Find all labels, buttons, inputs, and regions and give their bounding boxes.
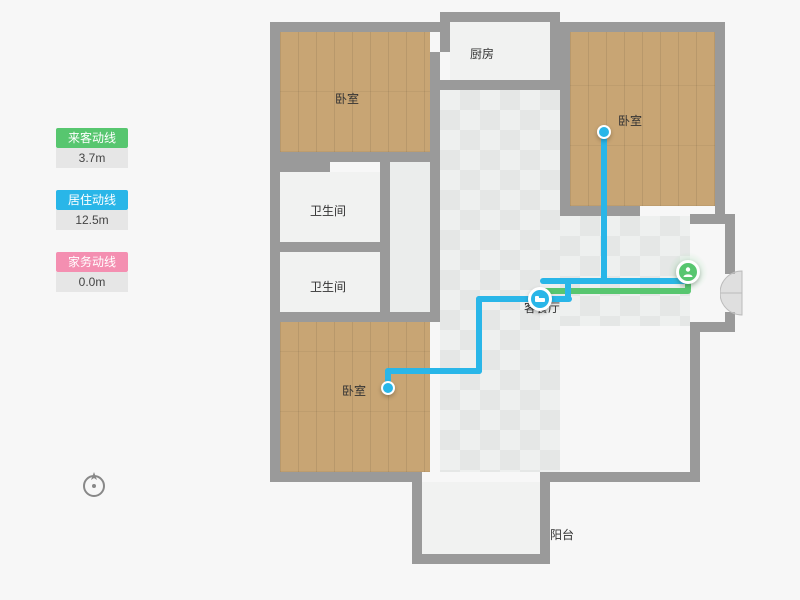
wall <box>690 322 735 332</box>
wall <box>430 52 440 322</box>
wall <box>540 472 550 564</box>
legend-item-house: 家务动线 0.0m <box>56 252 128 292</box>
wall <box>380 162 390 252</box>
room-label-bedroom-nw: 卧室 <box>335 90 359 107</box>
legend-item-living: 居住动线 12.5m <box>56 190 128 230</box>
wall <box>280 312 440 322</box>
wall <box>725 214 735 274</box>
room-corridor-1 <box>390 162 430 322</box>
entry-door-icon <box>720 270 760 316</box>
wall <box>540 472 700 482</box>
legend: 来客动线 3.7m 居住动线 12.5m 家务动线 0.0m <box>56 128 128 314</box>
bedroom-node-icon <box>597 125 611 139</box>
wall <box>280 162 330 172</box>
wall <box>270 22 440 32</box>
legend-value-house: 0.0m <box>56 272 128 292</box>
wall <box>440 12 450 52</box>
wall <box>430 80 560 90</box>
room-living <box>440 90 560 472</box>
legend-item-guest: 来客动线 3.7m <box>56 128 128 168</box>
wall <box>560 22 715 32</box>
legend-label-house: 家务动线 <box>56 252 128 272</box>
wall <box>270 22 280 482</box>
legend-label-living: 居住动线 <box>56 190 128 210</box>
bedroom-node-icon <box>381 381 395 395</box>
room-balcony <box>422 482 540 554</box>
room-kitchen <box>450 22 550 80</box>
room-label-kitchen: 厨房 <box>470 45 494 62</box>
room-label-bedroom-sw: 卧室 <box>342 382 366 399</box>
wall <box>412 482 422 564</box>
wall <box>560 206 640 216</box>
wall <box>715 22 725 224</box>
wall <box>690 214 725 224</box>
room-bedroom-ne <box>570 32 715 206</box>
floorplan-canvas: 来客动线 3.7m 居住动线 12.5m 家务动线 0.0m 卧室厨房卧室卫生间… <box>0 0 800 600</box>
compass-icon <box>78 468 110 500</box>
wall <box>450 12 560 22</box>
room-label-bath-2: 卫生间 <box>310 278 346 295</box>
wall <box>422 554 550 564</box>
wall <box>380 252 390 322</box>
wall <box>270 472 422 482</box>
wall <box>550 12 560 90</box>
wall <box>690 332 700 482</box>
room-label-bath-1: 卫生间 <box>310 202 346 219</box>
legend-value-living: 12.5m <box>56 210 128 230</box>
wall <box>280 242 390 252</box>
room-label-bedroom-ne: 卧室 <box>618 112 642 129</box>
entry-node-icon <box>676 260 700 284</box>
legend-label-guest: 来客动线 <box>56 128 128 148</box>
wall <box>270 152 430 162</box>
legend-value-guest: 3.7m <box>56 148 128 168</box>
wall <box>560 32 570 216</box>
living-node-icon <box>528 287 552 311</box>
floor-plan: 卧室厨房卧室卫生间卫生间卧室客餐厅阳台 <box>240 12 760 588</box>
room-label-balcony: 阳台 <box>550 526 574 543</box>
